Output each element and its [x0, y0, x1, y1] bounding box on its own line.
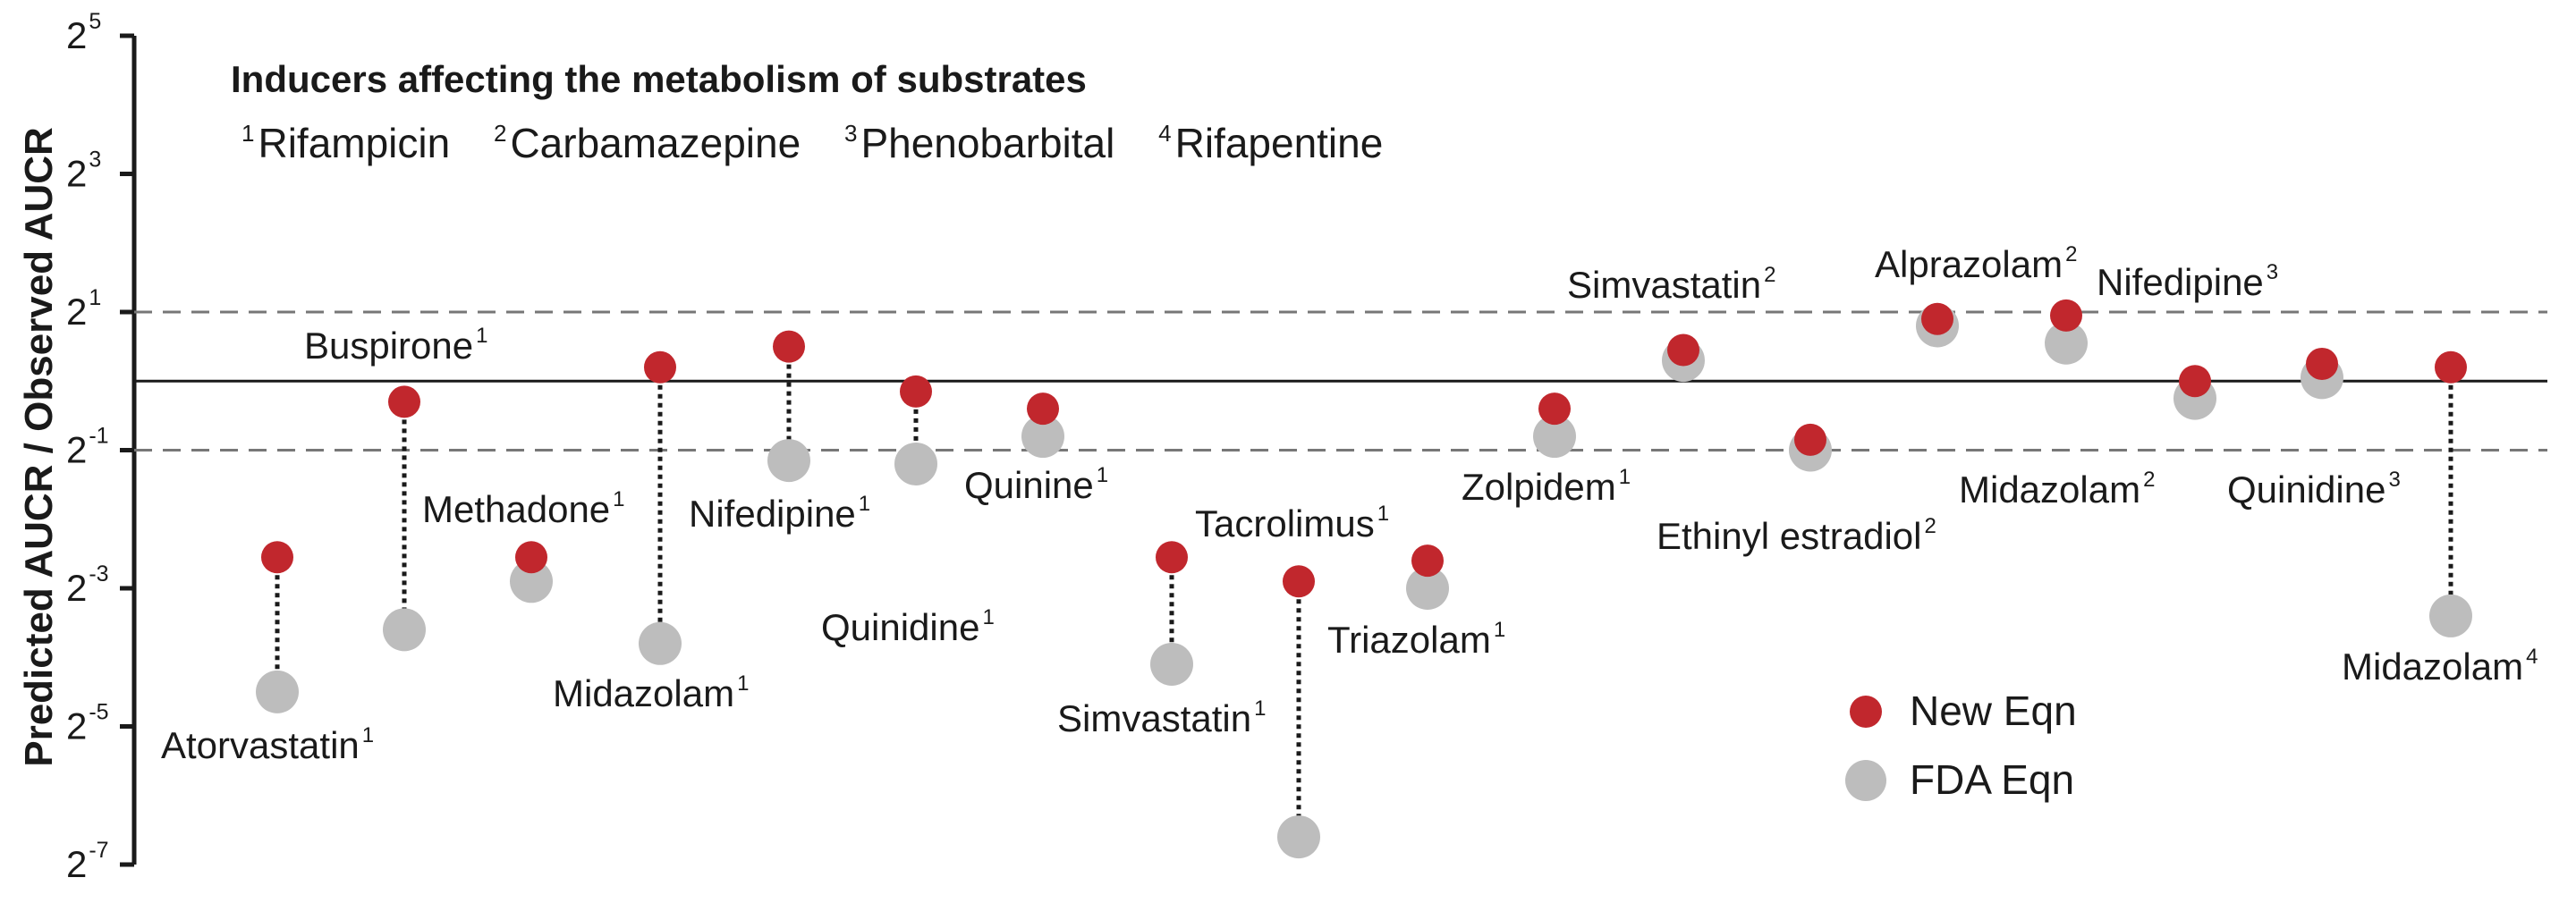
new-eqn-point-4 — [773, 330, 805, 363]
new-eqn-point-12 — [1794, 423, 1826, 456]
inducer-legend: 1Rifampicin 2Carbamazepine 3Phenobarbita… — [242, 120, 1383, 166]
point-label-13: Alprazolam 2 — [1875, 242, 2077, 285]
legend-new-eqn-label: New Eqn — [1910, 688, 2077, 734]
fda-eqn-point-14 — [2045, 321, 2088, 365]
y-tick-label-6: 2-7 — [66, 838, 109, 885]
data-points — [256, 299, 2472, 859]
fda-eqn-point-3 — [639, 621, 682, 665]
inducer-1-sup: 1 — [242, 120, 254, 147]
legend-new-eqn-marker — [1850, 696, 1882, 728]
new-eqn-point-16 — [2306, 347, 2338, 380]
point-label-15: Nifedipine 3 — [2097, 260, 2278, 303]
y-tick-label-4: 2-3 — [66, 561, 109, 609]
point-label-16: Quinidine 3 — [2227, 468, 2401, 511]
reference-lines — [134, 310, 2547, 452]
point-label-0: Atorvastatin 1 — [161, 723, 374, 766]
point-label-6: Quinine 1 — [964, 463, 1108, 506]
inducer-3-sup: 3 — [844, 120, 857, 147]
fda-eqn-point-9 — [1406, 567, 1449, 610]
point-label-11: Simvastatin 2 — [1567, 263, 1775, 306]
fda-eqn-point-6 — [1021, 415, 1064, 459]
y-tick-label-0: 25 — [66, 9, 101, 56]
new-eqn-point-13 — [1921, 302, 1953, 335]
y-axis-label: Predicted AUCR / Observed AUCR — [17, 127, 61, 767]
inducer-3-name: Phenobarbital — [860, 120, 1114, 166]
fda-eqn-point-7 — [1150, 642, 1193, 686]
point-label-10: Zolpidem 1 — [1462, 465, 1631, 508]
fda-eqn-point-1 — [383, 608, 426, 652]
y-tick-label-5: 2-5 — [66, 700, 109, 747]
point-label-9: Triazolam 1 — [1327, 618, 1505, 661]
point-label-14: Midazolam 2 — [1959, 468, 2155, 511]
new-eqn-point-2 — [515, 541, 547, 574]
new-eqn-point-5 — [900, 375, 932, 408]
inducer-2-name: Carbamazepine — [510, 120, 801, 166]
point-label-2: Methadone 1 — [422, 487, 625, 530]
point-label-17: Midazolam 4 — [2342, 645, 2538, 688]
inducer-4-sup: 4 — [1158, 120, 1171, 147]
inducer-4-name: Rifapentine — [1175, 120, 1384, 166]
inducer-2-sup: 2 — [494, 120, 506, 147]
point-label-5: Quinidine 1 — [821, 605, 995, 648]
chart-title: Inducers affecting the metabolism of sub… — [231, 58, 1087, 100]
series-legend: New Eqn FDA Eqn — [1845, 688, 2077, 803]
new-eqn-point-14 — [2050, 299, 2082, 332]
inducer-1-name: Rifampicin — [258, 120, 450, 166]
y-tick-label-2: 21 — [66, 285, 101, 333]
y-tick-label-3: 2-1 — [66, 424, 109, 471]
point-label-1: Buspirone 1 — [304, 324, 487, 367]
y-tick-label-1: 23 — [66, 148, 101, 195]
new-eqn-point-10 — [1538, 392, 1571, 426]
new-eqn-point-11 — [1667, 333, 1699, 367]
new-eqn-point-17 — [2435, 350, 2467, 384]
y-axis: 25 23 21 2-1 2-3 2-5 2-7 — [66, 9, 137, 885]
fda-eqn-point-0 — [256, 670, 299, 713]
new-eqn-point-1 — [388, 385, 420, 418]
point-labels: Atorvastatin 1 Buspirone 1 Methadone 1 Midazol… — [161, 242, 2538, 766]
point-label-8: Tacrolimus 1 — [1195, 502, 1389, 544]
new-eqn-point-9 — [1411, 544, 1444, 578]
point-label-12: Ethinyl estradiol 2 — [1657, 514, 1936, 557]
new-eqn-point-15 — [2179, 365, 2211, 398]
fda-eqn-point-10 — [1533, 415, 1576, 459]
legend-fda-eqn-label: FDA Eqn — [1910, 756, 2074, 803]
fda-eqn-point-4 — [767, 439, 810, 483]
fda-eqn-point-17 — [2429, 594, 2472, 637]
new-eqn-point-8 — [1283, 565, 1315, 598]
fda-eqn-point-5 — [894, 442, 937, 485]
connector-lines — [275, 346, 2453, 838]
new-eqn-point-0 — [261, 541, 293, 574]
new-eqn-point-3 — [644, 350, 676, 384]
fda-eqn-point-2 — [510, 560, 553, 603]
point-label-7: Simvastatin 1 — [1057, 696, 1266, 739]
point-label-4: Nifedipine 1 — [689, 492, 870, 535]
point-label-3: Midazolam 1 — [553, 671, 749, 714]
legend-fda-eqn-marker — [1845, 760, 1886, 801]
new-eqn-point-6 — [1027, 392, 1059, 426]
new-eqn-point-7 — [1156, 541, 1188, 574]
fda-eqn-point-8 — [1277, 815, 1320, 859]
